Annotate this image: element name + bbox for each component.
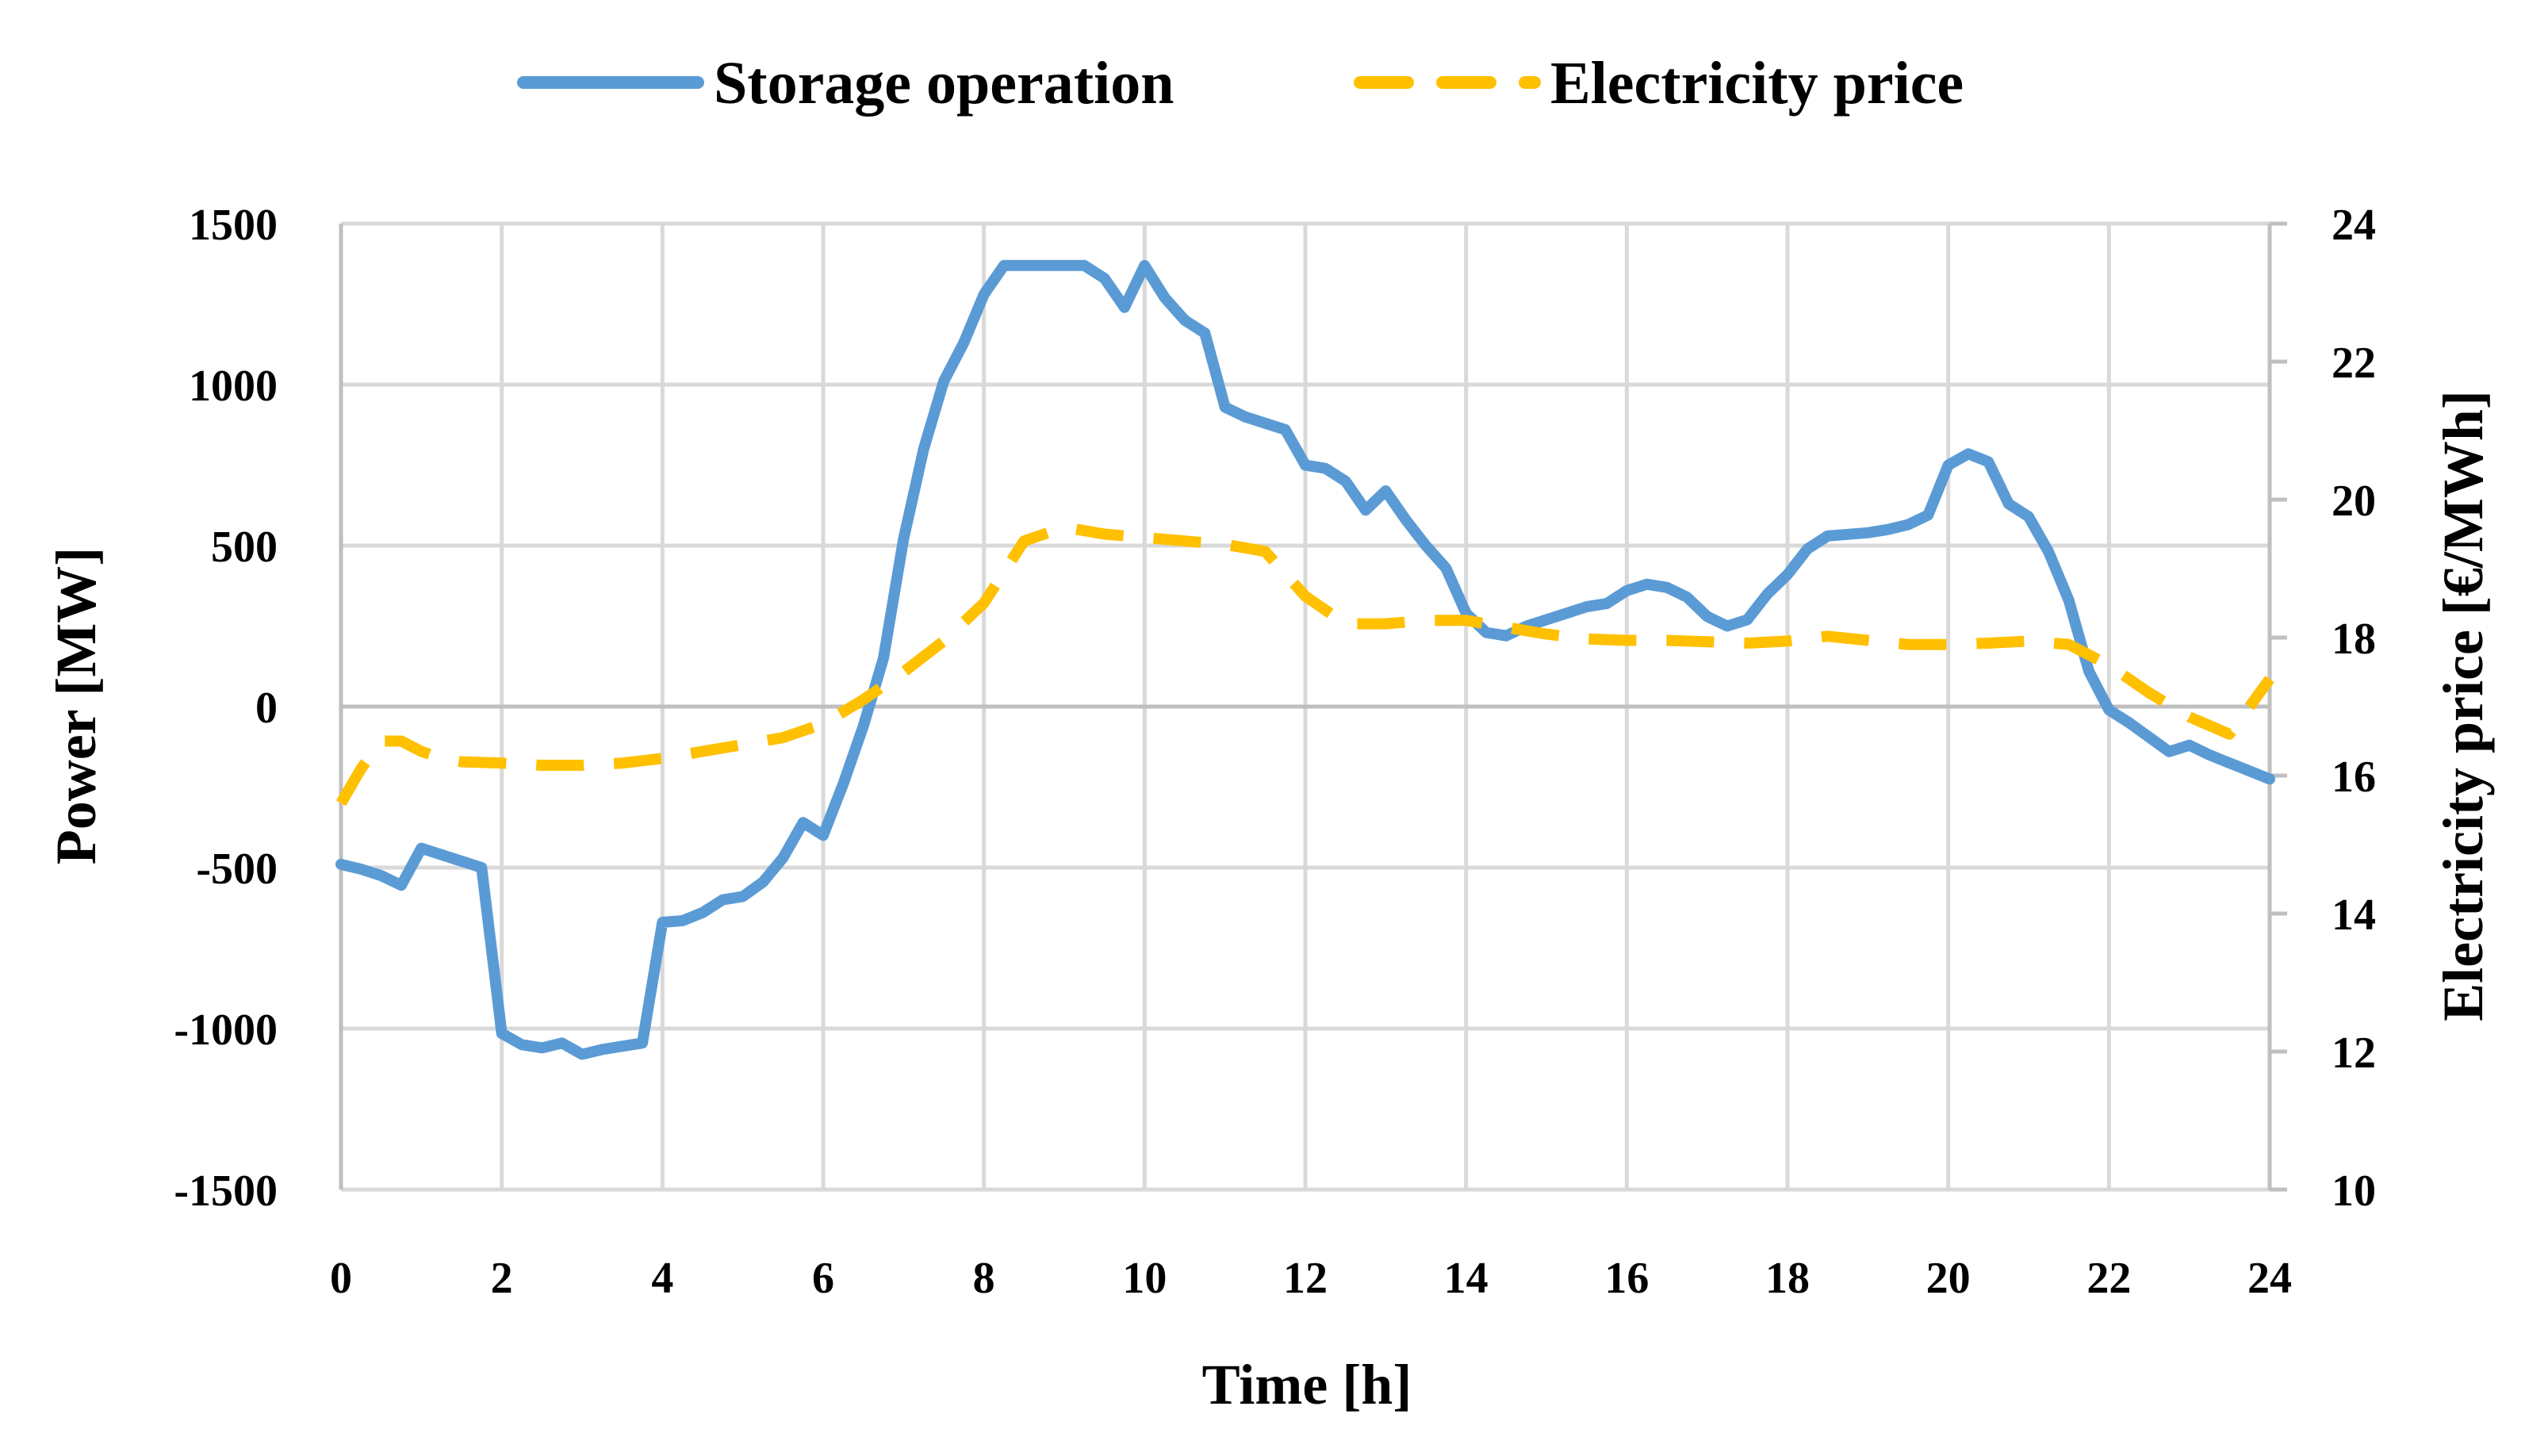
x-tick-label: 6 bbox=[812, 1254, 834, 1303]
y-right-tick-label: 24 bbox=[2332, 201, 2376, 250]
y-axis-right-title: Electricity price [€/MWh] bbox=[2431, 390, 2495, 1021]
x-tick-label: 18 bbox=[1765, 1254, 1810, 1303]
y-right-tick-label: 12 bbox=[2332, 1029, 2376, 1078]
x-axis-title: Time [h] bbox=[1202, 1353, 1412, 1416]
y-right-tick-label: 22 bbox=[2332, 339, 2376, 388]
x-tick-label: 14 bbox=[1444, 1254, 1489, 1303]
x-tick-label: 16 bbox=[1604, 1254, 1649, 1303]
legend-label-electricity-price: Electricity price bbox=[1550, 50, 1964, 117]
legend-label-storage-operation: Storage operation bbox=[714, 50, 1174, 117]
x-tick-label: 24 bbox=[2247, 1254, 2292, 1303]
y-left-tick-label: -1500 bbox=[174, 1167, 278, 1216]
y-right-tick-label: 20 bbox=[2332, 477, 2376, 526]
x-tick-label: 20 bbox=[1926, 1254, 1971, 1303]
y-right-tick-label: 14 bbox=[2332, 891, 2376, 940]
y-left-tick-label: 0 bbox=[255, 684, 278, 733]
y-right-tick-label: 10 bbox=[2332, 1167, 2376, 1216]
y-left-tick-label: -1000 bbox=[174, 1006, 278, 1055]
y-left-tick-label: -500 bbox=[196, 845, 278, 894]
y-left-tick-label: 1000 bbox=[189, 362, 278, 411]
y-left-tick-label: 500 bbox=[211, 523, 278, 572]
x-tick-label: 0 bbox=[330, 1254, 352, 1303]
y-right-tick-label: 16 bbox=[2332, 753, 2376, 802]
grid bbox=[339, 221, 2287, 1192]
series bbox=[335, 259, 2275, 1060]
series-line-storage-operation bbox=[335, 259, 2275, 1060]
x-tick-label: 2 bbox=[491, 1254, 513, 1303]
x-tick-label: 4 bbox=[651, 1254, 673, 1303]
legend: Storage operation Electricity price bbox=[517, 50, 1964, 117]
y-right-tick-label: 18 bbox=[2332, 615, 2376, 664]
y-left-tick-label: 1500 bbox=[189, 201, 278, 250]
x-tick-label: 12 bbox=[1283, 1254, 1328, 1303]
series-line-electricity-price bbox=[335, 521, 2274, 807]
x-tick-label: 8 bbox=[973, 1254, 995, 1303]
y-axis-left-title: Power [MW] bbox=[44, 547, 108, 865]
tick-labels: 0 2 4 6 8 10 12 14 16 18 20 22 24150010005000-500-10… bbox=[174, 201, 2376, 1303]
x-tick-label: 22 bbox=[2086, 1254, 2131, 1303]
x-tick-label: 10 bbox=[1122, 1254, 1167, 1303]
